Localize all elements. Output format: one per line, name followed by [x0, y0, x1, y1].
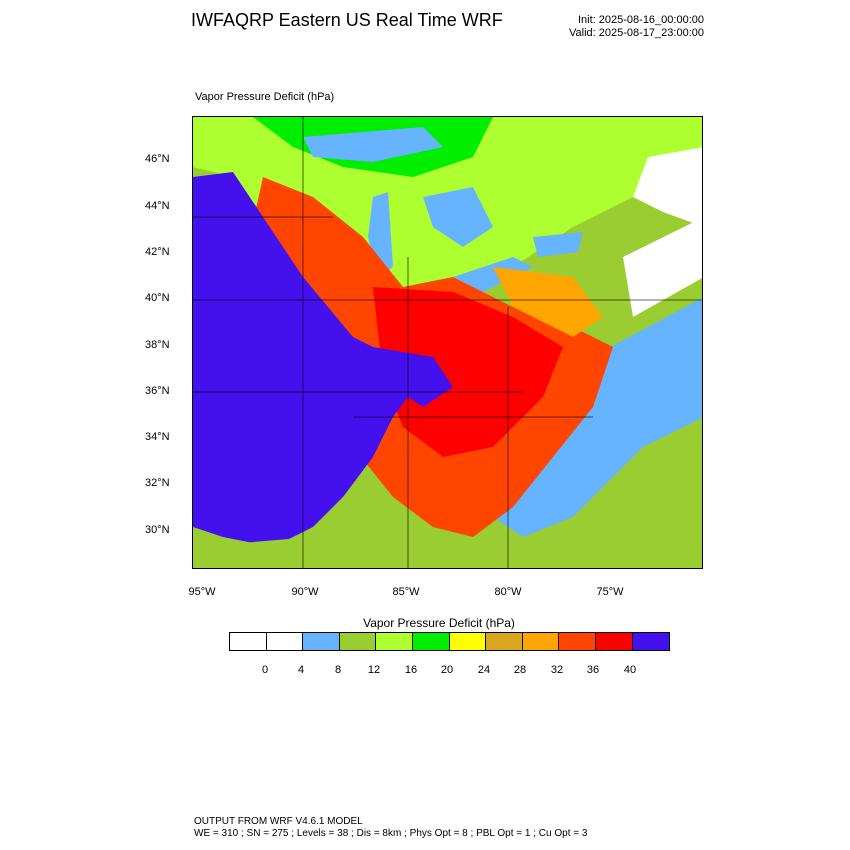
legend-swatch [559, 633, 596, 650]
lat-label: 30°N [145, 524, 170, 536]
legend-tick: 12 [367, 664, 381, 676]
lake-erie [453, 257, 533, 292]
vpd-map [192, 116, 703, 569]
legend-tick: 40 [623, 664, 637, 676]
state-borders [193, 117, 702, 568]
legend-tick: 0 [261, 664, 269, 676]
lat-label: 36°N [145, 385, 170, 397]
legend-title: Vapor Pressure Deficit (hPa) [363, 616, 515, 630]
ocean-white [623, 217, 702, 317]
valid-time: Valid: 2025-08-17_23:00:00 [569, 27, 704, 39]
lake-superior [303, 127, 443, 162]
legend-swatch [303, 633, 340, 650]
lon-label: 90°W [291, 586, 319, 598]
init-time: Init: 2025-08-16_00:00:00 [578, 14, 704, 26]
legend-tick: 32 [550, 664, 564, 676]
lat-label: 42°N [145, 246, 170, 258]
legend-tick: 16 [404, 664, 418, 676]
legend-tick: 28 [513, 664, 527, 676]
lon-label: 80°W [494, 586, 522, 598]
legend-swatch [230, 633, 267, 650]
lat-label: 44°N [145, 200, 170, 212]
map-canvas [193, 117, 702, 568]
legend-swatch [486, 633, 523, 650]
legend-tick: 36 [586, 664, 600, 676]
lon-label: 75°W [596, 586, 624, 598]
field-label: Vapor Pressure Deficit (hPa) [195, 91, 335, 103]
ocean-band [493, 298, 702, 537]
legend-swatch [595, 633, 633, 650]
lake-huron [423, 187, 493, 247]
orange-patch [493, 267, 603, 337]
lat-label: 40°N [145, 292, 170, 304]
color-legend [229, 632, 671, 651]
legend-swatch [449, 633, 487, 650]
lat-label: 34°N [145, 431, 170, 443]
very-high-vpd [373, 287, 563, 457]
ne-white [633, 147, 702, 227]
lat-label: 46°N [145, 153, 170, 165]
legend-swatch [266, 633, 304, 650]
lon-label: 95°W [188, 586, 216, 598]
gulf-field [193, 532, 510, 568]
legend-tick: 20 [440, 664, 454, 676]
legend-swatch [339, 633, 377, 650]
max-vpd-region [193, 172, 423, 547]
lat-label: 32°N [145, 477, 170, 489]
timestamp-block: Init: 2025-08-16_00:00:00 Valid: 2025-08… [569, 14, 704, 40]
model-info-line1: OUTPUT FROM WRF V4.6.1 MODEL [194, 816, 363, 827]
legend-swatch [522, 633, 560, 650]
legend-swatch [632, 633, 670, 650]
legend-tick: 24 [477, 664, 491, 676]
model-info-line2: WE = 310 ; SN = 275 ; Levels = 38 ; Dis … [194, 828, 588, 839]
legend-tick: 4 [297, 664, 305, 676]
legend-tick: 8 [334, 664, 342, 676]
legend-title-wrap: Vapor Pressure Deficit (hPa) [0, 616, 850, 630]
lat-label: 38°N [145, 339, 170, 351]
lon-label: 85°W [392, 586, 420, 598]
legend-swatch [376, 633, 413, 650]
model-info: OUTPUT FROM WRF V4.6.1 MODEL WE = 310 ; … [194, 816, 587, 840]
legend-swatch [412, 633, 450, 650]
chart-title: IWFAQRP Eastern US Real Time WRF [191, 10, 503, 30]
lake-ontario [533, 232, 583, 257]
